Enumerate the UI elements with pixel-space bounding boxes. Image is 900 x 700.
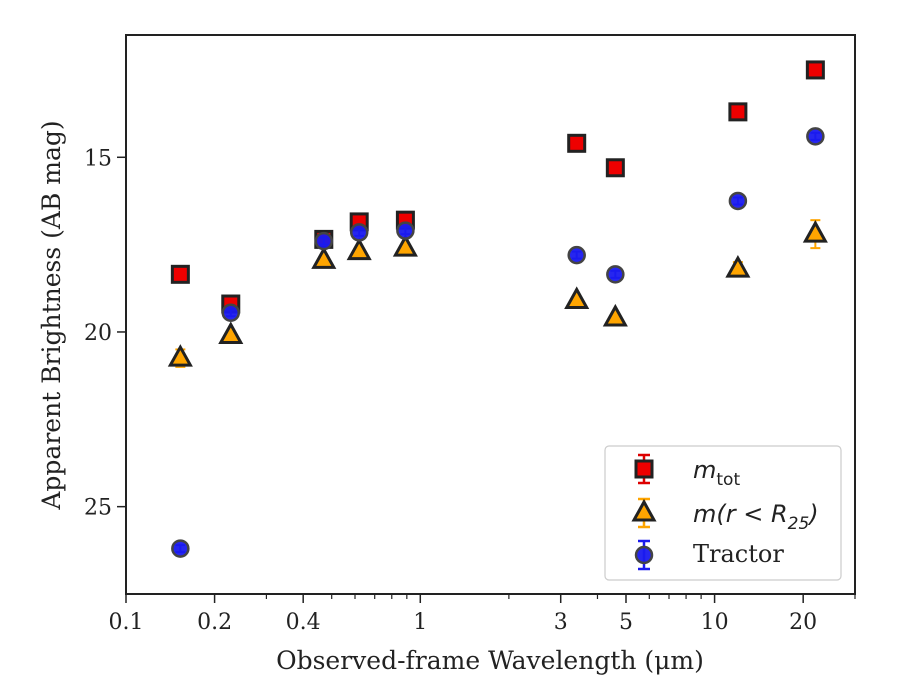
x-tick-label: 0.4 — [286, 610, 321, 635]
x-tick-label: 1 — [413, 610, 427, 635]
square-marker — [805, 60, 825, 80]
data-point — [221, 303, 241, 323]
circle-marker — [634, 545, 654, 565]
x-tick-label: 20 — [789, 610, 817, 635]
square-marker — [567, 133, 587, 153]
data-point — [602, 303, 628, 327]
data-point — [567, 245, 586, 265]
x-tick-label: 0.1 — [109, 610, 144, 635]
legend-markers — [631, 453, 657, 571]
data-point — [314, 231, 334, 251]
triangle-marker — [218, 321, 244, 344]
square-marker — [170, 264, 190, 284]
triangle-marker — [167, 344, 193, 367]
circle-marker — [396, 221, 415, 240]
data-point — [311, 246, 337, 269]
plot-frame — [125, 34, 856, 595]
data-point — [605, 158, 625, 178]
data-point — [167, 344, 193, 367]
legend-label-mtot: mtot — [693, 456, 740, 490]
circle-marker — [606, 265, 625, 284]
triangle-marker — [392, 234, 418, 257]
triangle-marker — [311, 246, 337, 269]
x-tick-label: 0.2 — [197, 610, 232, 635]
data-point — [567, 133, 587, 153]
y-axis-label: Apparent Brightness (AB mag) — [37, 120, 66, 510]
triangle-marker — [631, 498, 657, 522]
data-point — [171, 539, 190, 558]
legend-marker — [634, 539, 654, 571]
x-tick-label: 3 — [554, 610, 568, 635]
square-marker — [728, 102, 748, 122]
data-point — [392, 234, 418, 257]
x-tick-label: 10 — [701, 610, 729, 635]
square-marker — [634, 459, 654, 479]
triangle-marker — [725, 254, 751, 278]
legend-box — [604, 445, 842, 581]
series-1 — [167, 219, 828, 368]
plot-area — [167, 60, 828, 558]
circle-marker — [221, 303, 241, 323]
y-tick-label: 25 — [84, 496, 112, 521]
square-marker — [605, 158, 625, 178]
data-point — [802, 220, 828, 243]
legend-symbol — [631, 498, 657, 522]
legend-label-m-r25: m(r < R25) — [693, 500, 819, 534]
data-point — [349, 223, 369, 242]
x-tick-label: 5 — [619, 610, 633, 635]
series-2 — [171, 127, 825, 558]
data-point — [728, 191, 748, 211]
triangle-marker — [802, 220, 828, 243]
data-point — [728, 102, 748, 122]
legend-marker — [634, 453, 654, 485]
data-point — [218, 321, 244, 344]
data-point — [564, 286, 590, 310]
y-tick-label: 15 — [84, 146, 112, 171]
triangle-marker — [346, 237, 372, 261]
triangle-marker — [602, 303, 628, 327]
data-point — [396, 221, 415, 240]
legend-marker — [631, 497, 657, 529]
circle-marker — [349, 223, 369, 242]
data-point — [725, 254, 751, 278]
x-axis-label: Observed-frame Wavelength (μm) — [276, 646, 704, 675]
circle-marker — [806, 127, 825, 146]
data-point — [346, 237, 372, 261]
data-point — [806, 127, 825, 146]
y-tick-label: 20 — [84, 321, 112, 346]
circle-marker — [314, 231, 334, 251]
circle-marker — [728, 191, 748, 211]
axis-ticks: 0.1 0.2 0.4 1 3 5 10 20 15 20 25 — [84, 146, 856, 635]
data-point — [805, 60, 825, 80]
triangle-marker — [564, 286, 590, 310]
circle-marker — [171, 539, 190, 558]
legend: mtot m(r < R25) Tractor — [604, 445, 842, 581]
data-point — [170, 264, 190, 284]
legend-symbol — [634, 545, 654, 565]
legend-label-tractor: Tractor — [693, 540, 784, 568]
legend-symbol — [634, 459, 654, 479]
circle-marker — [567, 245, 586, 265]
data-point — [606, 265, 625, 284]
